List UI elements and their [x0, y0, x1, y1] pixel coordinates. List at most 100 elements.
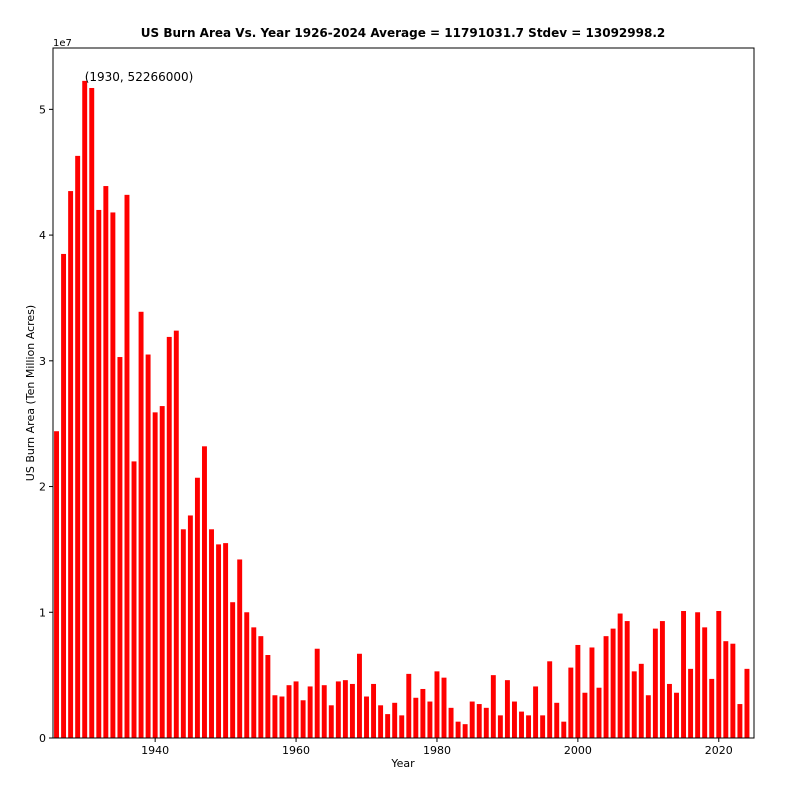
bar-2014 — [674, 692, 679, 738]
bar-2018 — [702, 627, 708, 738]
bar-1949 — [216, 544, 222, 738]
y-tick-label: 3 — [39, 355, 46, 368]
bar-2017 — [695, 612, 701, 738]
bar-1976 — [406, 673, 412, 738]
bar-2015 — [681, 611, 687, 738]
bar-1986 — [476, 704, 482, 738]
y-axis: 0 1 2 3 4 5 — [39, 103, 53, 745]
bar-2013 — [666, 683, 672, 738]
y-tick-label: 2 — [39, 481, 46, 494]
bar-2010 — [645, 695, 651, 738]
bar-1935 — [117, 357, 123, 738]
bar-1978 — [420, 688, 426, 738]
bar-1927 — [61, 253, 67, 738]
bar-2001 — [582, 692, 588, 738]
bar-1950 — [223, 543, 229, 738]
bar-1970 — [364, 696, 369, 738]
bar-1995 — [540, 715, 546, 738]
x-tick-label: 2020 — [705, 744, 733, 757]
bar-1962 — [307, 686, 313, 738]
bar-2022 — [730, 643, 736, 738]
bar-1946 — [194, 477, 200, 738]
bar-1954 — [251, 627, 257, 738]
bar-1993 — [526, 715, 532, 738]
bar-1964 — [321, 685, 327, 738]
bars-group — [54, 80, 750, 738]
bar-1967 — [342, 680, 348, 738]
bar-1955 — [258, 636, 264, 738]
bar-1943 — [173, 330, 179, 738]
bar-1940 — [152, 412, 158, 738]
bar-1979 — [427, 701, 433, 738]
bar-2007 — [624, 621, 630, 738]
bar-2024 — [744, 668, 750, 738]
bar-1973 — [385, 714, 391, 738]
bar-1987 — [483, 707, 489, 738]
bar-2003 — [596, 687, 602, 738]
bar-1980 — [434, 671, 440, 738]
bar-2006 — [617, 613, 623, 738]
bar-2023 — [737, 704, 743, 738]
bar-1994 — [533, 686, 539, 738]
bar-1944 — [180, 529, 186, 738]
bar-1942 — [166, 336, 172, 738]
bar-1939 — [145, 354, 151, 738]
bar-1937 — [131, 461, 137, 738]
bar-1977 — [413, 697, 419, 738]
bar-2011 — [652, 628, 658, 738]
bar-1945 — [187, 515, 193, 738]
bar-1983 — [455, 721, 461, 738]
y-tick-label: 5 — [39, 103, 46, 116]
bar-1996 — [547, 661, 553, 738]
bar-1932 — [96, 209, 102, 738]
bar-1961 — [300, 700, 306, 738]
y-axis-label: US Burn Area (Ten Million Acres) — [24, 305, 37, 481]
bar-1933 — [103, 186, 109, 738]
x-tick-label: 1980 — [423, 744, 451, 757]
bar-1941 — [159, 406, 165, 738]
bar-1938 — [138, 311, 144, 738]
bar-1951 — [230, 602, 236, 738]
bar-1931 — [89, 87, 95, 738]
bar-1930 — [82, 80, 88, 738]
bar-1972 — [378, 705, 384, 738]
bar-1929 — [75, 155, 81, 738]
bar-2020 — [716, 611, 722, 738]
bar-2004 — [603, 636, 609, 738]
chart-title: US Burn Area Vs. Year 1926-2024 Average … — [141, 26, 665, 40]
x-tick-label: 2000 — [564, 744, 592, 757]
bar-2012 — [659, 621, 665, 738]
bar-1988 — [490, 675, 496, 738]
bar-1982 — [448, 707, 454, 738]
bar-2016 — [688, 668, 694, 738]
bar-1963 — [314, 648, 320, 738]
y-tick-label: 1 — [39, 606, 46, 619]
bar-2005 — [610, 628, 616, 738]
bar-2021 — [723, 641, 729, 738]
bar-1959 — [286, 685, 292, 738]
bar-1965 — [328, 705, 334, 738]
bar-1953 — [244, 612, 250, 738]
x-tick-label: 1940 — [141, 744, 169, 757]
bar-1981 — [441, 677, 447, 738]
bar-1971 — [371, 683, 377, 738]
bar-1989 — [497, 715, 503, 738]
bar-1969 — [357, 653, 362, 738]
bar-1997 — [554, 702, 560, 738]
bar-1990 — [504, 680, 510, 738]
y-axis-offset-label: 1e7 — [53, 38, 72, 49]
peak-annotation: (1930, 52266000) — [85, 70, 194, 84]
bar-1928 — [68, 191, 74, 738]
x-axis-label: Year — [390, 757, 415, 770]
bar-1936 — [124, 194, 130, 738]
bar-1956 — [265, 655, 271, 738]
bar-1991 — [512, 701, 517, 738]
bar-1958 — [279, 696, 285, 738]
bar-1926 — [54, 431, 59, 738]
bar-1975 — [399, 715, 405, 738]
bar-2002 — [589, 647, 595, 738]
bar-2019 — [709, 678, 715, 738]
bar-1974 — [392, 702, 398, 738]
